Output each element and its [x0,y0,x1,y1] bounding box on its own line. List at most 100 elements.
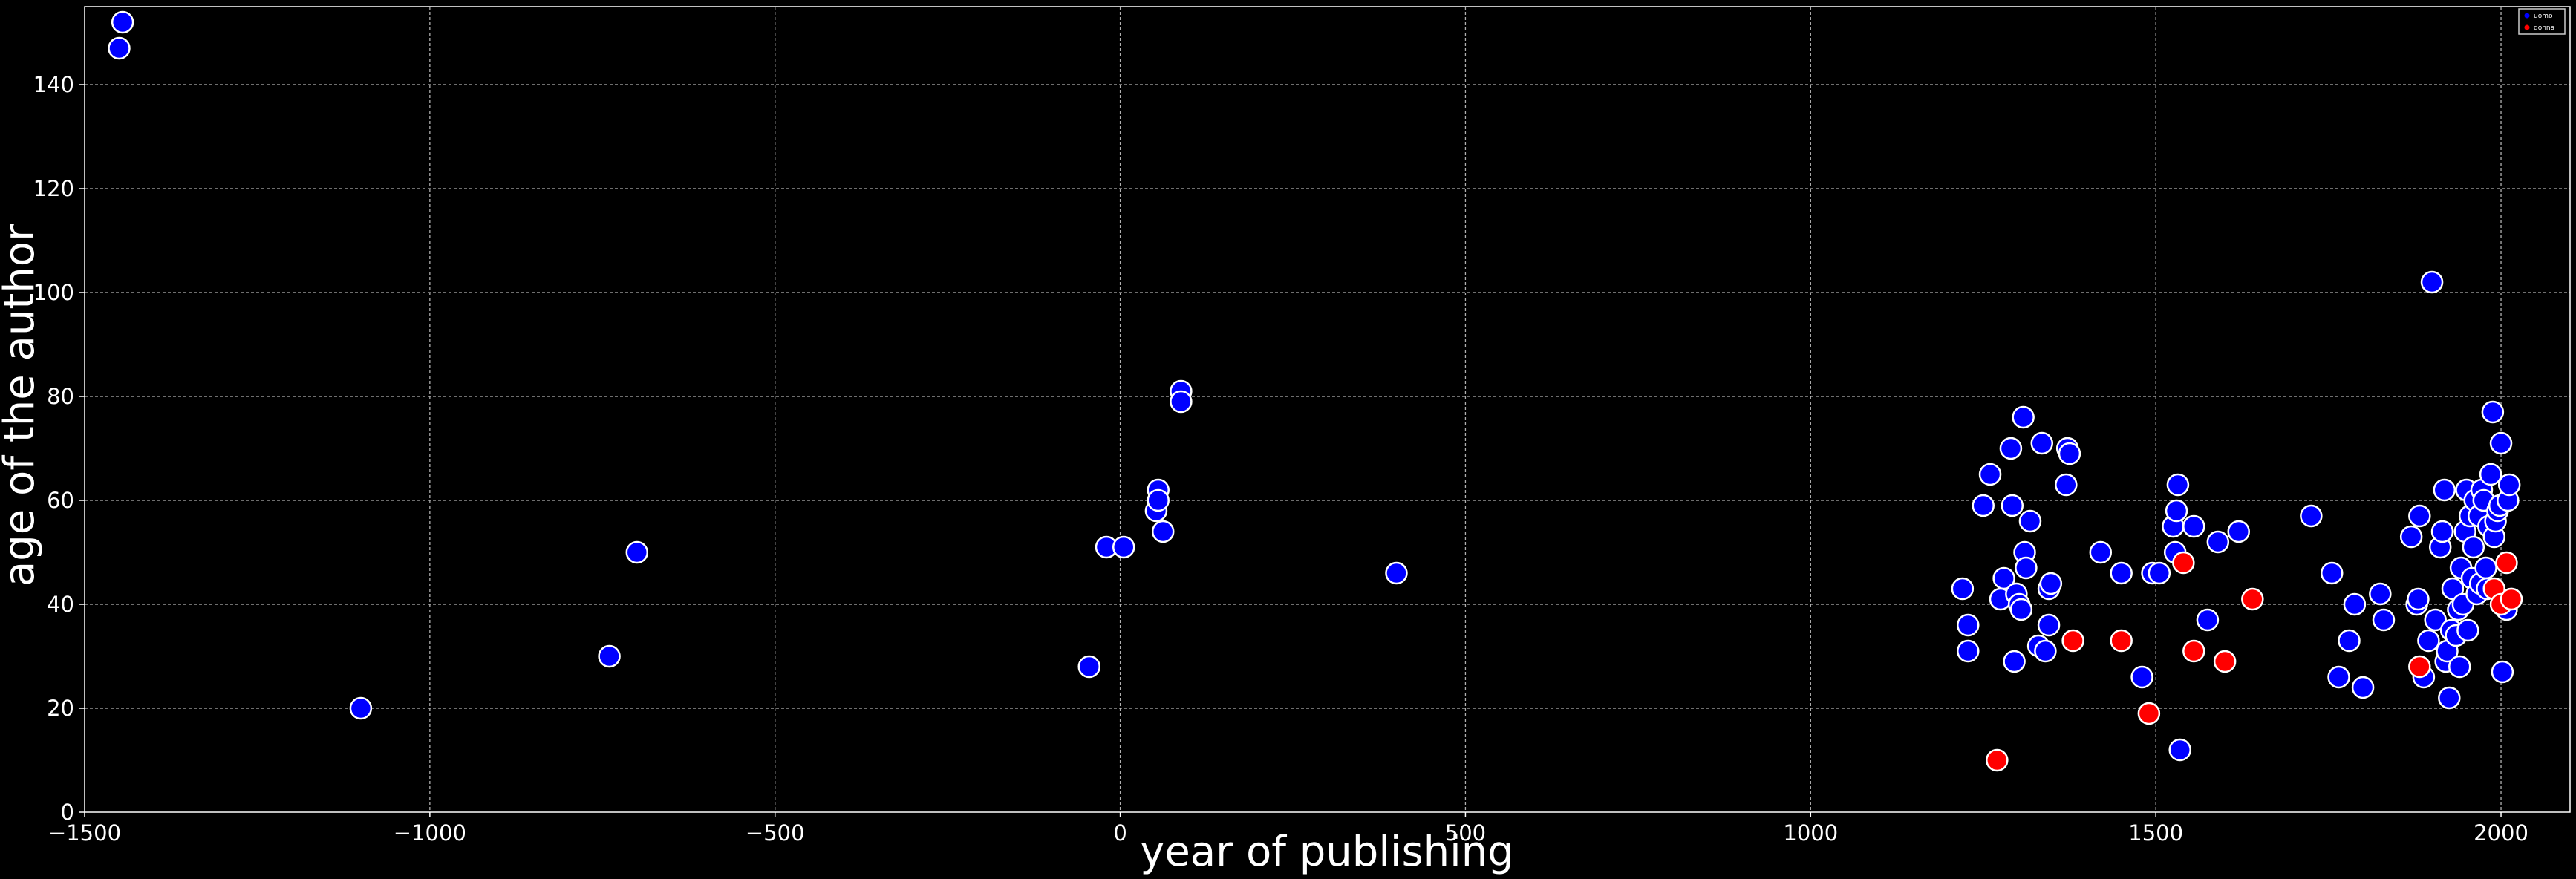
x-tick-label: 1500 [2128,820,2183,846]
x-tick-label: −1500 [48,820,121,846]
point-uomo [2462,535,2485,559]
point-uomo [1112,535,1135,559]
point-donna [1986,748,2009,772]
y-tick-label: 140 [33,72,74,97]
axes: −1500 −1000 −500 0 500 1000 1500 2000 0 20 40 60 80 1… [33,6,2571,846]
y-tick-label: 20 [47,696,74,721]
legend-marker-donna [2524,24,2530,30]
point-uomo [2148,561,2171,585]
point-uomo [2424,608,2447,632]
point-uomo [2015,556,2038,580]
point-uomo [2491,660,2514,684]
point-donna [2500,587,2523,611]
point-uomo [2182,514,2205,538]
point-uomo [1957,639,1980,663]
point-uomo [2481,400,2505,424]
point-uomo [2009,598,2033,621]
y-tick-label: 120 [33,176,74,201]
point-uomo [598,644,621,668]
point-uomo [2089,540,2113,564]
x-axis-title: year of publishing [1140,828,1513,876]
x-tick-label: 0 [1113,820,1126,846]
point-uomo [2058,442,2081,465]
point-uomo [1151,520,1175,543]
point-uomo [2351,676,2375,699]
point-uomo [2206,530,2230,554]
x-tick-label: 2000 [2474,820,2528,846]
y-tick-label: 40 [47,592,74,617]
point-donna [2213,650,2237,673]
legend-label-uomo: uomo [2534,13,2553,20]
point-uomo [2003,650,2026,673]
point-uomo [2420,270,2444,294]
point-uomo [2479,463,2502,486]
point-uomo [1978,463,2002,486]
point-donna [2172,551,2195,575]
plot-frame [84,6,2571,813]
point-uomo [1077,655,1100,679]
point-uomo [2456,618,2479,642]
point-uomo [2196,608,2220,632]
point-uomo [1999,437,2023,460]
point-uomo [2055,473,2078,497]
data-points [108,10,2523,772]
point-uomo [2369,582,2392,606]
point-uomo [2039,572,2063,595]
point-uomo [2441,577,2465,601]
point-uomo [1385,561,1408,585]
point-donna [2408,655,2431,679]
point-uomo [2408,504,2431,528]
x-tick-label: −500 [746,820,805,846]
point-uomo [1992,566,2015,590]
point-uomo [2417,629,2440,653]
point-uomo [1170,390,1193,414]
point-donna [2137,702,2161,725]
point-uomo [2166,473,2190,497]
point-uomo [2130,665,2153,689]
point-uomo [111,10,134,34]
point-uomo [1972,494,1995,517]
point-uomo [2018,509,2042,533]
point-uomo [1957,613,1980,637]
point-uomo [2497,473,2521,497]
point-uomo [2320,561,2344,585]
point-uomo [1147,488,1170,512]
point-uomo [2300,504,2323,528]
point-uomo [108,36,131,60]
point-donna [2110,629,2133,653]
point-uomo [2338,629,2361,653]
point-donna [2182,639,2205,663]
point-uomo [2474,556,2497,580]
point-uomo [2327,665,2350,689]
legend: uomo donna [2518,8,2566,35]
point-uomo [2227,520,2250,543]
point-uomo [2037,613,2061,637]
point-uomo [2165,499,2188,523]
point-uomo [2034,639,2057,663]
y-tick-label: 100 [33,280,74,305]
point-uomo [2372,608,2396,632]
point-uomo [2407,587,2430,611]
x-tick-label: 500 [1445,820,1486,846]
y-tick-label: 60 [47,488,74,513]
y-tick-label: 0 [61,800,74,825]
y-axis-title: age of the author [0,223,44,586]
x-tick-label: 1000 [1783,820,1838,846]
point-uomo [2110,561,2133,585]
point-uomo [2448,655,2471,679]
point-uomo [2030,431,2054,455]
point-donna [2495,551,2518,575]
point-uomo [2001,494,2024,517]
point-uomo [2489,431,2513,455]
point-uomo [2012,405,2035,429]
point-uomo [2438,686,2461,710]
point-uomo [625,540,649,564]
point-donna [2241,587,2264,611]
point-uomo [349,696,373,720]
grid [85,7,2570,812]
point-uomo [2430,520,2454,543]
point-uomo [2168,738,2191,762]
x-tick-label: −1000 [394,820,466,846]
